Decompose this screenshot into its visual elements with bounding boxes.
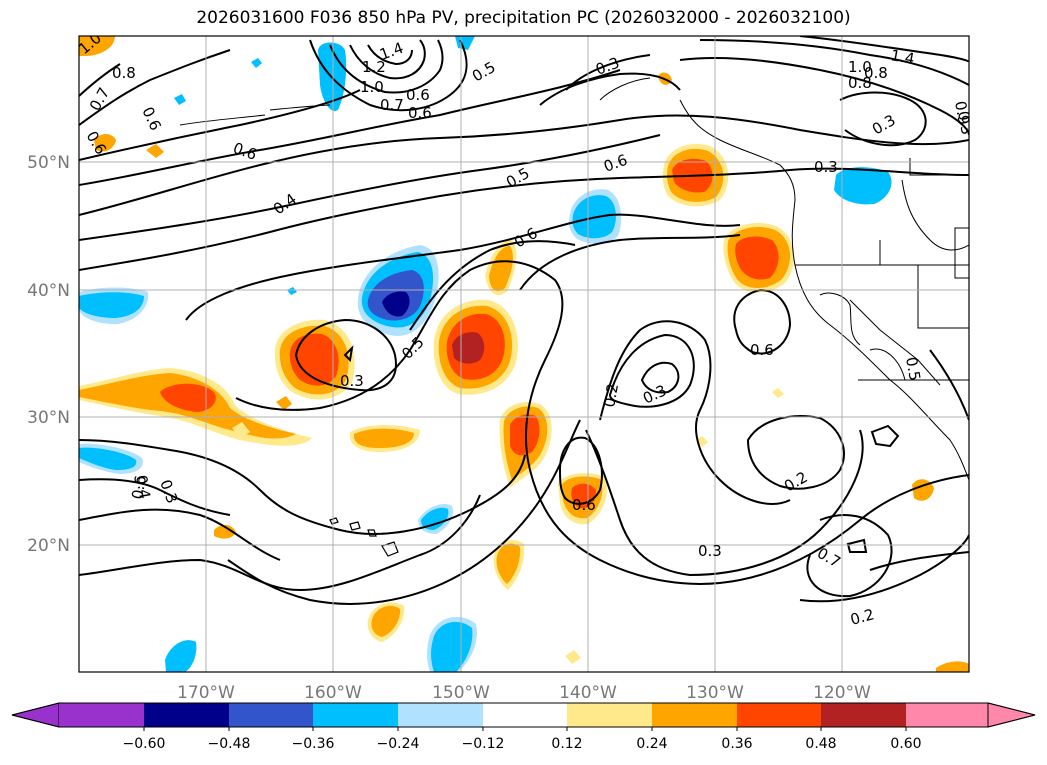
colorbar-tick-label: −0.48: [208, 736, 251, 752]
contour-label: 0.6: [128, 474, 150, 501]
colorbar-swatch: [398, 703, 483, 727]
colorbar: −0.60 −0.48 −0.36 −0.24 −0.12 0.12 0.24 …: [11, 702, 1036, 752]
lat-label: 40°N: [27, 281, 70, 301]
contour-label: 0.6: [572, 496, 596, 514]
pv-contours: [79, 36, 969, 605]
latitude-labels: 50°N 40°N 30°N 20°N: [27, 153, 70, 556]
contour-label: 1.2: [362, 58, 386, 76]
contour-label: 0.9: [951, 100, 973, 127]
coastlines: [179, 77, 969, 481]
contour-label: 0.7: [380, 96, 404, 114]
contour-label: 0.2: [848, 605, 876, 629]
lat-label: 50°N: [27, 153, 70, 173]
colorbar-swatch: [229, 703, 313, 727]
colorbar-swatch: [313, 703, 398, 727]
colorbar-tick-label: 0.60: [890, 736, 921, 752]
lat-label: 20°N: [27, 536, 70, 556]
colorbar-tick-label: −0.12: [462, 736, 505, 752]
colorbar-low-extend: [11, 702, 60, 728]
precip-negative-shading: [79, 36, 892, 672]
colorbar-tick-label: 0.12: [551, 736, 582, 752]
contour-label: 0.6: [408, 104, 432, 122]
contour-label: 1.0: [848, 58, 872, 76]
contour-label: 0.2: [600, 382, 622, 409]
lon-label: 120°W: [813, 683, 871, 703]
chart-title: 2026031600 F036 850 hPa PV, precipitatio…: [196, 8, 851, 28]
colorbar-tick-label: −0.60: [123, 736, 166, 752]
colorbar-swatch: [737, 703, 821, 727]
colorbar-tick-label: 0.36: [721, 736, 752, 752]
contour-label: 0.8: [112, 64, 136, 82]
contour-label: 0.8: [848, 74, 872, 92]
lon-label: 140°W: [559, 683, 617, 703]
lon-label: 150°W: [432, 683, 490, 703]
colorbar-swatch: [821, 703, 906, 727]
colorbar-ticks: [143, 727, 907, 731]
contour-label: 0.6: [750, 341, 774, 359]
colorbar-swatch: [906, 703, 988, 727]
colorbar-tick-label: 0.24: [636, 736, 667, 752]
colorbar-tick-label: 0.48: [805, 736, 836, 752]
contour-label: 1.4: [889, 46, 916, 68]
lon-label: 170°W: [177, 683, 235, 703]
map-frame: [78, 35, 970, 673]
contour-label: 0.3: [954, 110, 976, 137]
colorbar-swatch: [144, 703, 229, 727]
colorbar-swatch: [567, 703, 652, 727]
contour-label: 0.3: [340, 372, 364, 390]
contour-label: 0.6: [406, 86, 430, 104]
contour-label: 1.0: [360, 78, 384, 96]
lat-label: 30°N: [27, 408, 70, 428]
gridlines: [79, 36, 969, 672]
colorbar-labels: −0.60 −0.48 −0.36 −0.24 −0.12 0.12 0.24 …: [123, 736, 922, 752]
contour-label: 0.3: [814, 158, 838, 176]
colorbar-swatch: [652, 703, 737, 727]
lon-label: 160°W: [304, 683, 362, 703]
contour-label: 0.8: [864, 64, 888, 82]
colorbar-tick-label: −0.24: [377, 736, 420, 752]
colorbar-tick-label: −0.36: [292, 736, 335, 752]
colorbar-swatch: [59, 703, 144, 727]
longitude-labels: 170°W 160°W 150°W 140°W 130°W 120°W: [177, 683, 871, 703]
contour-label: 0.4: [132, 474, 154, 501]
contour-label: 0.3: [698, 542, 722, 560]
lon-label: 130°W: [686, 683, 744, 703]
islands: [329, 517, 399, 557]
colorbar-outline: [11, 702, 1036, 728]
contour-label-group: 1.0 1.4 1.2 0.5 0.3 1.4 1.0 0.8 0.8 0.7 …: [79, 36, 976, 629]
contour-label: 0.5: [902, 356, 924, 383]
colorbar-swatch: [483, 703, 567, 727]
colorbar-high-extend: [987, 702, 1036, 728]
